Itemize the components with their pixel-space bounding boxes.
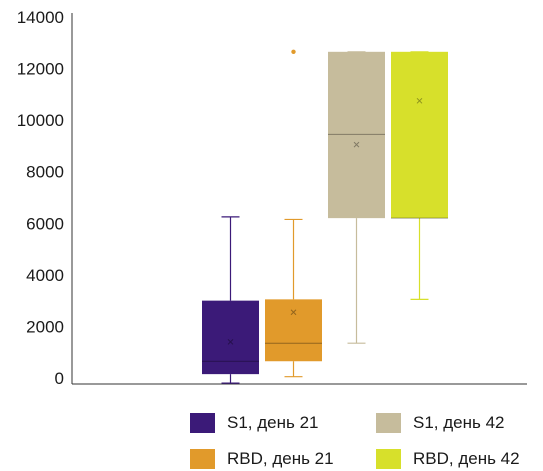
legend-item-rbd-day21: RBD, день 21 bbox=[190, 447, 334, 471]
y-tick-label: 0 bbox=[55, 369, 64, 388]
iqr-box bbox=[202, 300, 259, 375]
box-0 bbox=[202, 216, 259, 384]
legend-item-s1-day42: S1, день 42 bbox=[376, 411, 505, 435]
y-tick-label: 10000 bbox=[17, 111, 64, 130]
y-tick-label: 2000 bbox=[26, 317, 64, 336]
y-axis: 0 2000 4000 6000 8000 10000 12000 14000 bbox=[17, 8, 73, 388]
box-3 bbox=[391, 51, 448, 300]
y-tick-label: 6000 bbox=[26, 214, 64, 233]
legend-label-rbd-day21: RBD, день 21 bbox=[227, 449, 334, 468]
y-tick-label: 14000 bbox=[17, 8, 64, 27]
legend-swatch-s1-day21 bbox=[190, 413, 215, 433]
y-tick-label: 8000 bbox=[26, 163, 64, 182]
iqr-box bbox=[265, 299, 322, 362]
legend-swatch-rbd-day21 bbox=[190, 449, 215, 469]
mean-marker bbox=[353, 141, 360, 148]
mean-marker bbox=[290, 309, 297, 316]
mean-marker bbox=[227, 339, 234, 345]
outlier-point bbox=[291, 49, 296, 55]
iqr-box bbox=[391, 51, 448, 219]
boxes-group bbox=[202, 49, 448, 384]
legend-item-rbd-day42: RBD, день 42 bbox=[376, 447, 520, 471]
y-tick-label: 4000 bbox=[26, 266, 64, 285]
legend-item-s1-day21: S1, день 21 bbox=[190, 411, 319, 435]
box-1 bbox=[265, 49, 322, 378]
box-plot-chart: 0 2000 4000 6000 8000 10000 12000 14000 bbox=[17, 8, 527, 388]
mean-marker bbox=[416, 97, 423, 104]
legend-swatch-rbd-day42 bbox=[376, 449, 401, 469]
legend-label-s1-day42: S1, день 42 bbox=[413, 413, 505, 432]
legend: S1, день 21 S1, день 42 RBD, день 21 RBD… bbox=[0, 400, 543, 471]
legend-label-s1-day21: S1, день 21 bbox=[227, 413, 319, 432]
legend-label-rbd-day42: RBD, день 42 bbox=[413, 449, 520, 468]
box-2 bbox=[328, 51, 385, 344]
y-tick-label: 12000 bbox=[17, 60, 64, 79]
legend-swatch-s1-day42 bbox=[376, 413, 401, 433]
iqr-box bbox=[328, 51, 385, 219]
